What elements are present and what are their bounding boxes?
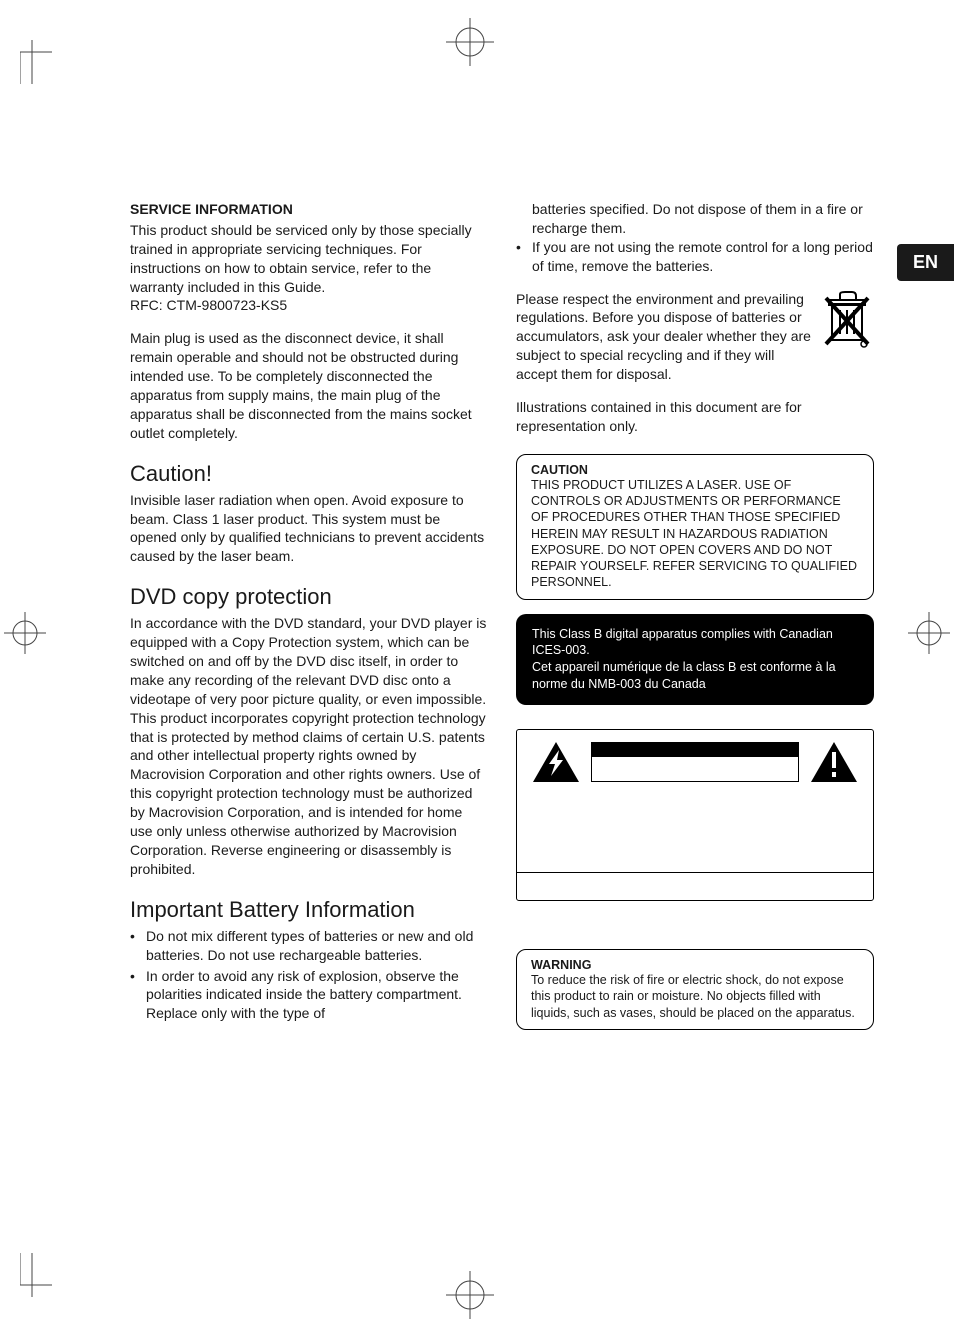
battery-cont-2: If you are not using the remote control … <box>516 238 874 276</box>
registration-mark-icon <box>0 608 50 658</box>
ices-en: This Class B digital apparatus complies … <box>532 626 858 660</box>
left-column: SERVICE INFORMATION This product should … <box>130 200 488 1030</box>
safety-symbol-panel <box>516 729 874 901</box>
warning-body: To reduce the risk of fire or electric s… <box>531 972 859 1021</box>
rfc-code: RFC: CTM-9800723-KS5 <box>130 296 488 315</box>
illustrations-text: Illustrations contained in this document… <box>516 398 874 436</box>
registration-mark-icon <box>440 12 500 72</box>
battery-heading: Important Battery Information <box>130 897 488 923</box>
caution-box: CAUTION THIS PRODUCT UTILIZES A LASER. U… <box>516 454 874 600</box>
environment-block: Please respect the environment and preva… <box>516 290 874 384</box>
crop-mark-icon <box>20 1253 64 1297</box>
shock-triangle-icon <box>531 740 581 784</box>
caution-heading: Caution! <box>130 461 488 487</box>
main-plug-text: Main plug is used as the disconnect devi… <box>130 329 488 442</box>
battery-list: Do not mix different types of batteries … <box>130 927 488 1023</box>
caution-body: Invisible laser radiation when open. Avo… <box>130 491 488 567</box>
exclamation-triangle-icon <box>809 740 859 784</box>
dvd-heading: DVD copy protection <box>130 584 488 610</box>
caution-bar <box>591 742 799 782</box>
caution-box-body: THIS PRODUCT UTILIZES A LASER. USE OF CO… <box>531 477 859 591</box>
service-info-heading: SERVICE INFORMATION <box>130 200 488 219</box>
registration-mark-icon <box>904 608 954 658</box>
ices-fr: Cet appareil numérique de la class B est… <box>532 659 858 693</box>
battery-cont-list: If you are not using the remote control … <box>516 238 874 276</box>
battery-cont-1: batteries specified. Do not dispose of t… <box>516 200 874 238</box>
right-column: batteries specified. Do not dispose of t… <box>516 200 874 1030</box>
crop-mark-icon <box>20 40 64 84</box>
warning-box: WARNING To reduce the risk of fire or el… <box>516 949 874 1030</box>
warning-head: WARNING <box>531 958 859 972</box>
dvd-body: In accordance with the DVD standard, you… <box>130 614 488 878</box>
registration-mark-icon <box>440 1265 500 1325</box>
page-content: SERVICE INFORMATION This product should … <box>0 0 954 1090</box>
caution-box-head: CAUTION <box>531 463 859 477</box>
service-info-body: This product should be serviced only by … <box>130 221 488 297</box>
battery-item-1: Do not mix different types of batteries … <box>130 927 488 965</box>
trash-crossed-icon <box>820 290 874 348</box>
battery-item-2: In order to avoid any risk of explosion,… <box>130 967 488 1024</box>
ices-box: This Class B digital apparatus complies … <box>516 614 874 706</box>
